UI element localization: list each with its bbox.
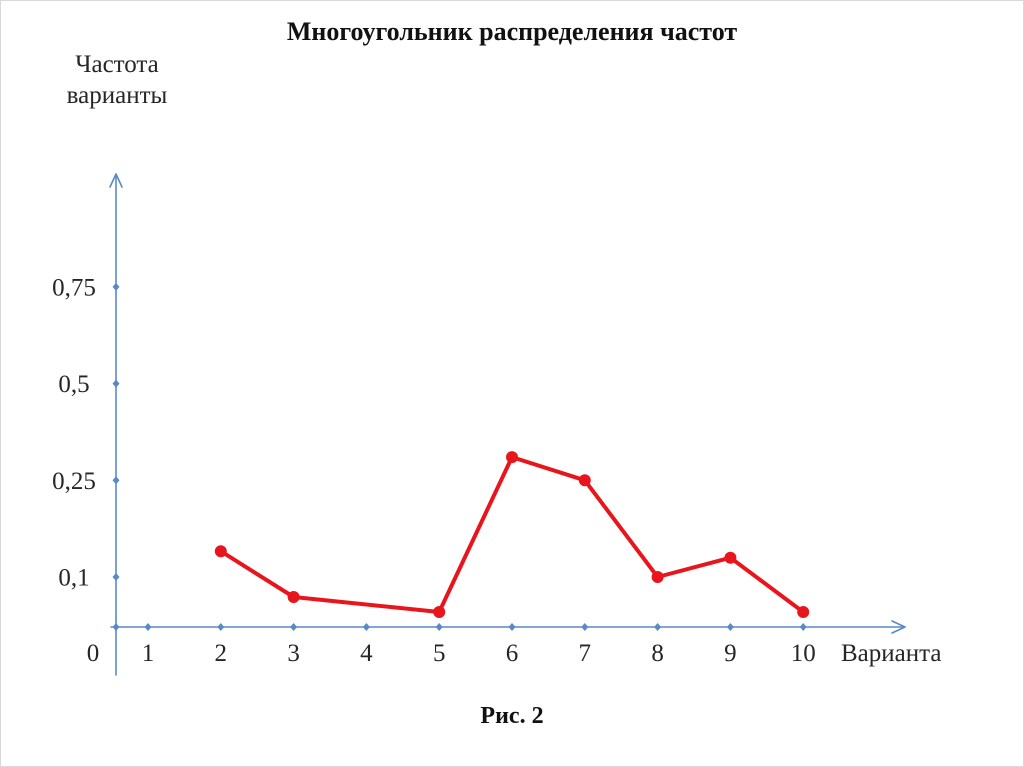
series-line [218, 455, 806, 614]
x-tick-9 [726, 623, 734, 631]
y-axis [109, 173, 123, 676]
data-point-x8 [651, 571, 664, 583]
x-tick-5 [435, 623, 443, 631]
x-tick-4 [362, 623, 370, 631]
axis-ticks [112, 282, 807, 631]
chart-title: Многоугольник распределения частот [286, 17, 738, 46]
data-point-x6 [506, 451, 518, 464]
y-axis-arrow [109, 173, 123, 188]
data-point-x5 [433, 606, 446, 618]
data-point-x2 [214, 545, 227, 558]
y-tick-label-0-25: 0,25 [52, 468, 96, 495]
x-tick-label-6: 6 [506, 640, 519, 667]
data-point-x10 [797, 606, 810, 618]
figure-caption: Рис. 2 [480, 703, 544, 729]
y-tick-label-0-1: 0,1 [58, 565, 89, 592]
x-tick-8 [654, 623, 662, 631]
origin-tick [112, 623, 120, 631]
x-axis-arrow [891, 620, 906, 634]
x-tick-7 [581, 623, 589, 631]
x-tick-10 [799, 623, 807, 631]
x-tick-label-9: 9 [724, 640, 737, 667]
y-axis-label: Частота варианты [66, 51, 168, 109]
y-tick-label-0-75: 0,75 [52, 274, 96, 301]
x-tick-label-1: 1 [142, 640, 155, 667]
y-tick-label-0-5: 0,5 [58, 371, 89, 398]
x-tick-label-4: 4 [360, 640, 373, 667]
x-tick-label-2: 2 [215, 640, 228, 667]
y-tick-0-5 [112, 379, 120, 388]
y-tick-0-25 [112, 476, 120, 485]
x-tick-3 [290, 623, 298, 631]
x-tick-1 [144, 623, 152, 631]
x-tick-label-10: 10 [791, 640, 816, 667]
tick-labels: 1 2 3 4 5 6 7 8 9 10 0,1 0,25 0,5 0,75 [52, 274, 816, 667]
x-axis [110, 620, 906, 634]
x-tick-label-7: 7 [579, 640, 592, 667]
x-tick-label-3: 3 [287, 640, 300, 667]
series-frequency-polygon [214, 451, 810, 618]
origin-label: 0 [87, 640, 100, 667]
y-tick-0-1 [112, 573, 120, 581]
x-tick-2 [217, 623, 225, 631]
y-tick-0-75 [112, 282, 120, 291]
x-tick-label-5: 5 [433, 640, 446, 667]
data-point-x7 [578, 474, 591, 487]
data-point-x9 [724, 551, 737, 564]
x-tick-6 [508, 623, 516, 631]
x-axis-label: Варианта [841, 640, 941, 667]
x-tick-label-8: 8 [651, 640, 664, 667]
data-point-x3 [287, 591, 300, 603]
